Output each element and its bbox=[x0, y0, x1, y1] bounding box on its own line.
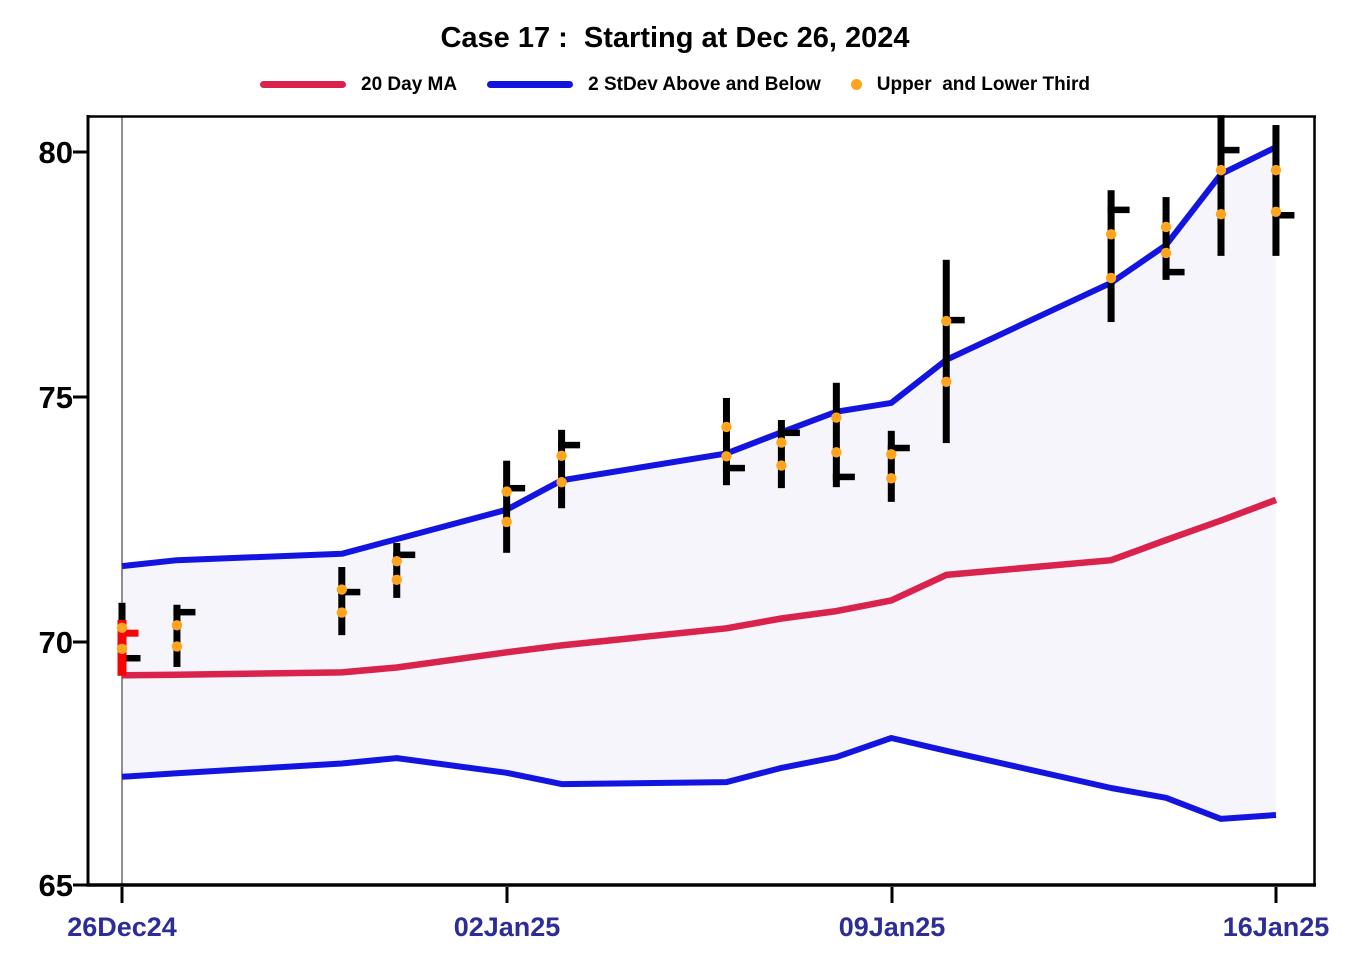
upper-third-dot-09Jan25 bbox=[886, 449, 897, 460]
ytick-label-70: 70 bbox=[39, 625, 73, 660]
upper-third-dot-02Jan25 bbox=[501, 486, 512, 497]
ytick-label-80: 80 bbox=[39, 135, 73, 170]
close-tick-16Jan25 bbox=[1272, 212, 1295, 219]
ohlc-bar-02Jan25 bbox=[503, 460, 511, 553]
ohlc-bar-10Jan25 bbox=[942, 259, 950, 444]
close-tick-26Dec24 bbox=[118, 654, 141, 662]
upper-third-dot-30Dec24 bbox=[336, 584, 347, 595]
stdev-band-fill bbox=[122, 147, 1276, 819]
chart-legend: 20 Day MA 2 StDev Above and Below Upper … bbox=[0, 72, 1350, 96]
close-tick-07Jan25 bbox=[777, 429, 800, 437]
lower-third-dot-16Jan25 bbox=[1270, 206, 1282, 217]
lower-third-dot-30Dec24 bbox=[336, 607, 347, 618]
close-tick-27Dec24 bbox=[173, 608, 196, 616]
upper-third-dot-07Jan25 bbox=[776, 437, 787, 448]
thirds-dot-swatch-icon bbox=[850, 78, 862, 90]
upper-third-dot-31Dec24 bbox=[391, 555, 402, 567]
chart-layers bbox=[116, 115, 1295, 884]
ohlc-bar-07Jan25 bbox=[777, 420, 785, 489]
lower-third-dot-13Jan25 bbox=[1105, 272, 1117, 284]
ohlc-bar-08Jan25 bbox=[832, 382, 840, 488]
upper-third-dot-14Jan25 bbox=[1160, 221, 1172, 233]
lower-third-dot-08Jan25 bbox=[831, 447, 842, 458]
xtick-label-02jan25: 02Jan25 bbox=[454, 912, 561, 942]
upper-third-dot-15Jan25 bbox=[1215, 164, 1227, 176]
close-tick-03Jan25 bbox=[558, 441, 581, 449]
lower-stdev-line bbox=[121, 735, 1277, 822]
ohlc-bar-31Dec24 bbox=[393, 543, 401, 598]
legend-item-stdev: 2 StDev Above and Below bbox=[487, 75, 821, 94]
lower-third-dot-03Jan25 bbox=[556, 477, 567, 488]
legend-item-thirds: Upper and Lower Third bbox=[850, 73, 1090, 95]
axis-labels: 80 75 70 65 26Dec24 02Jan25 09Jan25 16Ja… bbox=[39, 135, 1330, 942]
lower-third-dot-02Jan25 bbox=[501, 516, 512, 528]
xtick-label-16jan25: 16Jan25 bbox=[1223, 912, 1330, 942]
upper-third-dot-27Dec24 bbox=[171, 620, 183, 631]
lower-third-dot-14Jan25 bbox=[1160, 247, 1172, 259]
lower-third-dot-15Jan25 bbox=[1215, 209, 1227, 220]
legend-label-ma: 20 Day MA bbox=[361, 73, 458, 95]
axis-frame bbox=[73, 115, 1316, 903]
ohlc-bar-27Dec24 bbox=[173, 604, 181, 667]
lower-third-dot-27Dec24 bbox=[171, 641, 183, 652]
lower-third-dot-31Dec24 bbox=[391, 574, 402, 585]
upper-third-dot-08Jan25 bbox=[831, 412, 842, 423]
ohlc-bar-30Dec24 bbox=[338, 567, 346, 636]
close-tick-30Dec24 bbox=[338, 588, 361, 596]
upper-third-dot-16Jan25 bbox=[1270, 164, 1282, 176]
close-tick-15Jan25 bbox=[1217, 146, 1240, 154]
ohlc-bar-03Jan25 bbox=[558, 429, 566, 509]
start-bar-close-tick bbox=[117, 629, 139, 637]
ohlc-bar-09Jan25 bbox=[887, 430, 895, 502]
ohlc-bar-16Jan25 bbox=[1272, 125, 1280, 256]
lower-third-dot-09Jan25 bbox=[886, 473, 897, 484]
upper-third-dot-03Jan25 bbox=[556, 450, 567, 461]
ma-line-swatch-icon bbox=[260, 80, 346, 88]
close-tick-02Jan25 bbox=[503, 484, 526, 492]
upper-third-dot-06Jan25 bbox=[721, 421, 732, 433]
xtick-label-26dec24: 26Dec24 bbox=[67, 912, 177, 942]
upper-third-dot-10Jan25 bbox=[941, 315, 952, 327]
legend-label-stdev: 2 StDev Above and Below bbox=[588, 73, 821, 95]
ma20-line bbox=[121, 496, 1278, 679]
legend-item-ma: 20 Day MA bbox=[260, 75, 457, 94]
ytick-label-75: 75 bbox=[39, 380, 73, 415]
close-tick-08Jan25 bbox=[832, 473, 855, 481]
legend-label-thirds: Upper and Lower Third bbox=[876, 73, 1090, 95]
close-tick-13Jan25 bbox=[1107, 206, 1130, 214]
ohlc-bar-13Jan25 bbox=[1107, 190, 1115, 323]
lower-third-dot-10Jan25 bbox=[941, 376, 952, 388]
lower-third-dot-06Jan25 bbox=[721, 451, 732, 462]
close-tick-10Jan25 bbox=[942, 316, 965, 324]
xtick-label-09jan25: 09Jan25 bbox=[839, 912, 946, 942]
upper-third-dot-26Dec24 bbox=[116, 622, 128, 633]
ohlc-bar-06Jan25 bbox=[722, 397, 730, 486]
ohlc-bar-15Jan25 bbox=[1217, 115, 1225, 256]
ytick-label-65: 65 bbox=[39, 868, 73, 903]
chart-title: Case 17 : Starting at Dec 26, 2024 bbox=[440, 22, 910, 54]
close-tick-14Jan25 bbox=[1162, 268, 1185, 276]
upper-third-dot-13Jan25 bbox=[1105, 229, 1117, 240]
close-tick-31Dec24 bbox=[393, 551, 416, 559]
ohlc-bar-14Jan25 bbox=[1162, 197, 1170, 280]
stdev-line-swatch-icon bbox=[487, 80, 574, 88]
lower-third-dot-07Jan25 bbox=[776, 460, 787, 471]
close-tick-09Jan25 bbox=[887, 444, 910, 452]
lower-third-dot-26Dec24 bbox=[116, 643, 128, 655]
close-tick-06Jan25 bbox=[722, 464, 745, 472]
